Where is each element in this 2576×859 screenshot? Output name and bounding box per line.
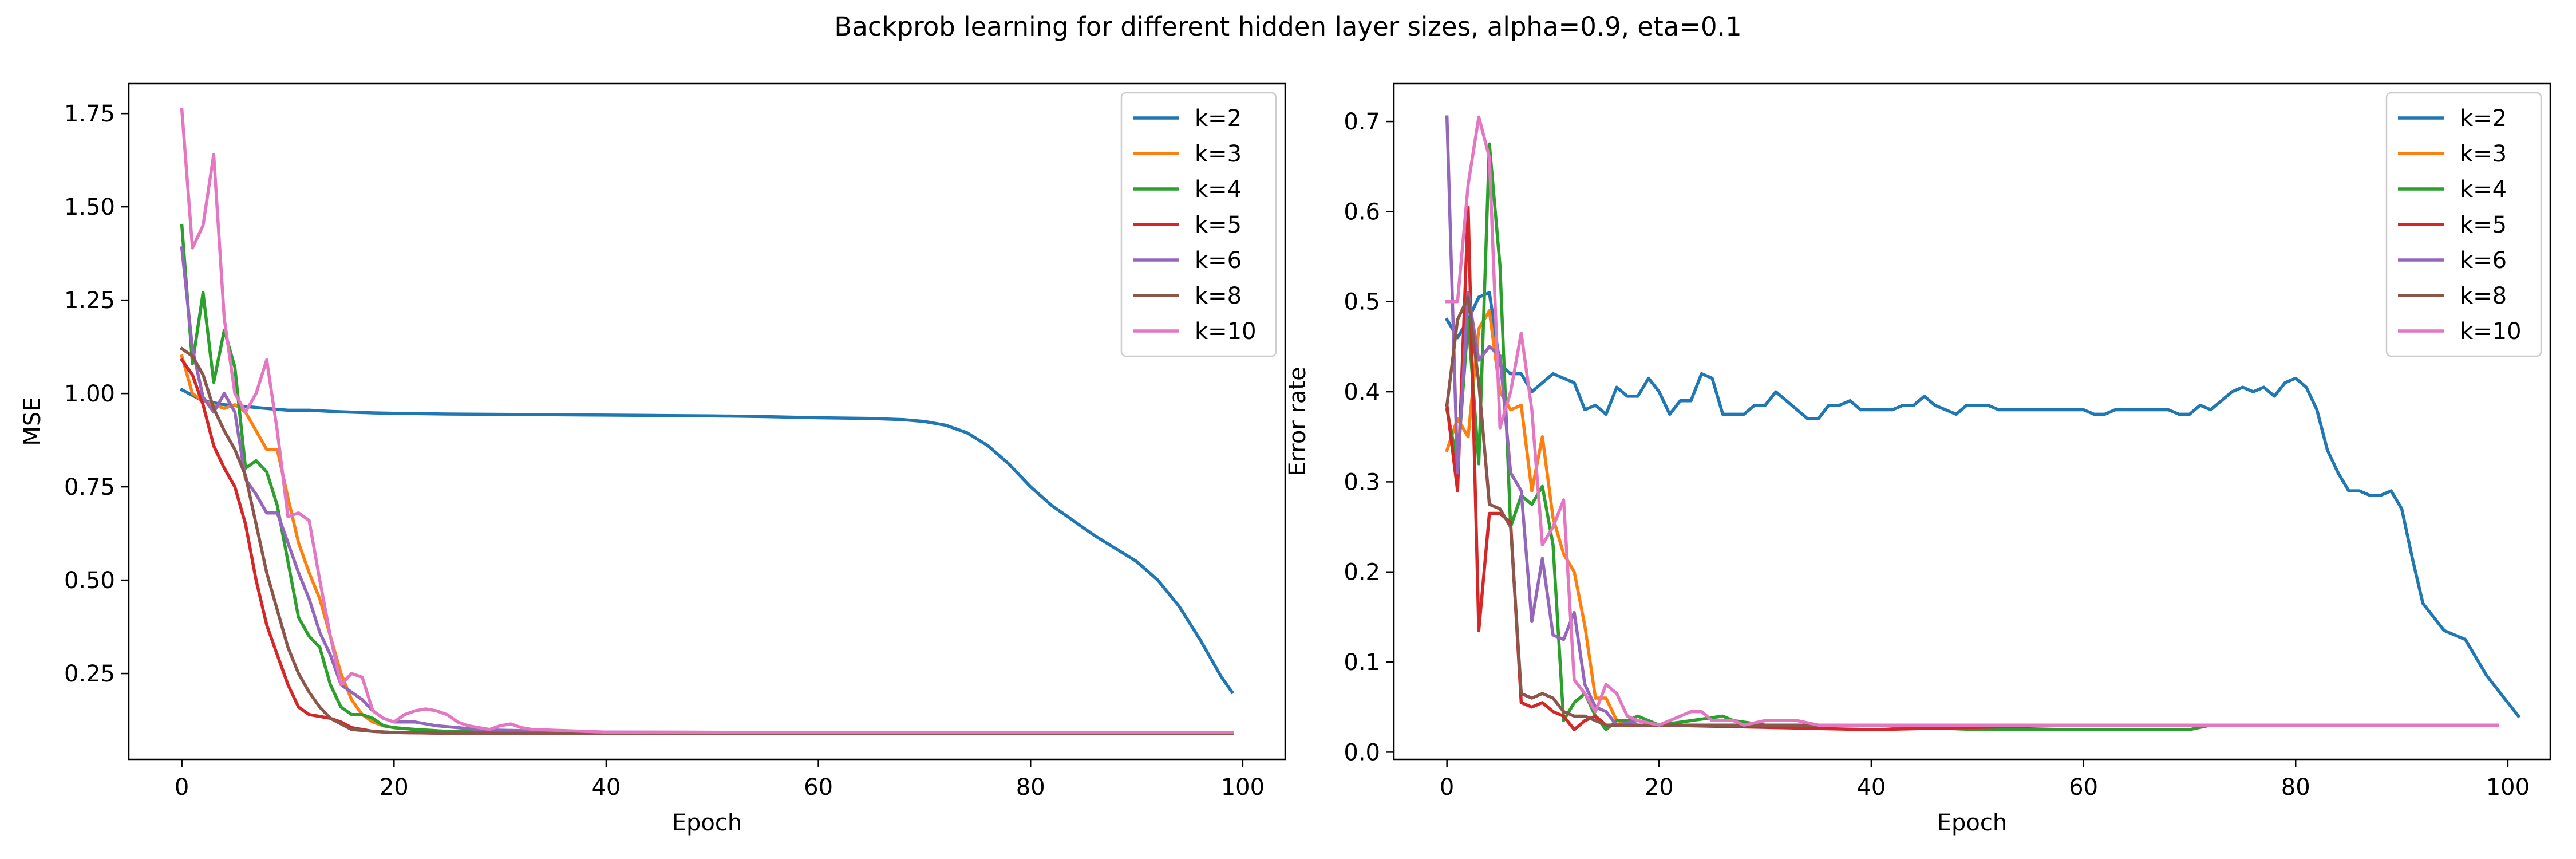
legend-label: k=6 [2460, 247, 2507, 274]
axes-frame [128, 82, 1286, 761]
legend-label: k=2 [2460, 105, 2507, 132]
y-tick-label: 0.7 [1344, 109, 1380, 135]
series-line-k-2 [1444, 291, 2521, 719]
error-rate-chart-panel: 0 20 40 60 80 100 0.0 0.1 0.2 0.3 0.4 0.5 0.6 0.7 Epoc… [1285, 82, 2551, 836]
legend-label: k=10 [1195, 318, 1257, 345]
legend-label: k=4 [1195, 176, 1242, 203]
x-tick-label: 0 [1440, 774, 1454, 801]
y-tick-label: 0.1 [1344, 649, 1380, 676]
x-tick-label: 60 [2069, 774, 2098, 801]
legend: k=2 k=3 k=4 k=5 k=6 k=8 k=10 [2385, 92, 2542, 357]
x-axis-label: Epoch [672, 810, 742, 836]
series-line-k-8 [1445, 295, 2499, 727]
y-tick-label: 1.00 [64, 381, 115, 407]
figure-title: Backprob learning for different hidden l… [834, 11, 1741, 42]
series-line-k-8 [179, 346, 1234, 735]
y-tick-label: 0.5 [1344, 289, 1380, 316]
y-tick-label: 1.50 [64, 194, 115, 220]
legend-label: k=5 [1195, 212, 1242, 238]
legend-label: k=8 [1195, 283, 1242, 309]
legend-box [1120, 92, 1277, 357]
legend-label: k=3 [1195, 141, 1242, 167]
x-tick-label: 40 [1856, 774, 1886, 801]
x-tick-label: 0 [175, 774, 189, 801]
x-axis-label: Epoch [1937, 810, 2007, 836]
series-lines [179, 108, 1235, 735]
axes-frame [1393, 82, 2551, 761]
mse-chart-panel: 0 20 40 60 80 100 0.25 0.50 0.75 1.00 1.25 1.50 1.75… [19, 82, 1286, 836]
x-tick-label: 60 [804, 774, 833, 801]
y-tick-label: 0.25 [64, 661, 115, 687]
legend-label: k=8 [2460, 283, 2507, 309]
x-tick-label: 20 [1645, 774, 1674, 801]
y-axis-label: MSE [19, 397, 46, 446]
legend-label: k=4 [2460, 176, 2507, 203]
legend-label: k=5 [2460, 212, 2507, 238]
legend-label: k=6 [1195, 247, 1242, 274]
series-lines [1444, 115, 2521, 731]
series-line-k-5 [1445, 205, 2499, 731]
legend-label: k=2 [1195, 105, 1242, 132]
y-tick-label: 1.75 [64, 101, 115, 127]
y-tick-label: 1.25 [64, 287, 115, 314]
y-tick-label: 0.3 [1344, 469, 1380, 495]
legend-label: k=3 [2460, 141, 2507, 167]
series-line-k-10 [180, 108, 1234, 734]
y-axis-label: Error rate [1285, 367, 1311, 476]
y-tick-label: 0.75 [64, 474, 115, 501]
x-tick-label: 40 [591, 774, 621, 801]
series-line-k-2 [179, 387, 1235, 695]
y-tick-label: 0.0 [1344, 739, 1380, 766]
y-tick-label: 0.2 [1344, 559, 1380, 586]
x-tick-label: 100 [1221, 774, 1265, 801]
legend-box [2385, 92, 2542, 357]
legend-label: k=10 [2460, 318, 2522, 345]
legend: k=2 k=3 k=4 k=5 k=6 k=8 k=10 [1120, 92, 1277, 357]
x-tick-label: 100 [2486, 774, 2530, 801]
x-tick-label: 20 [380, 774, 409, 801]
x-tick-label: 80 [1016, 774, 1045, 801]
y-tick-label: 0.4 [1344, 379, 1380, 405]
y-tick-label: 0.6 [1344, 199, 1380, 225]
series-line-k-10 [1445, 115, 2499, 727]
x-tick-label: 80 [2281, 774, 2310, 801]
y-tick-label: 0.50 [64, 568, 115, 594]
